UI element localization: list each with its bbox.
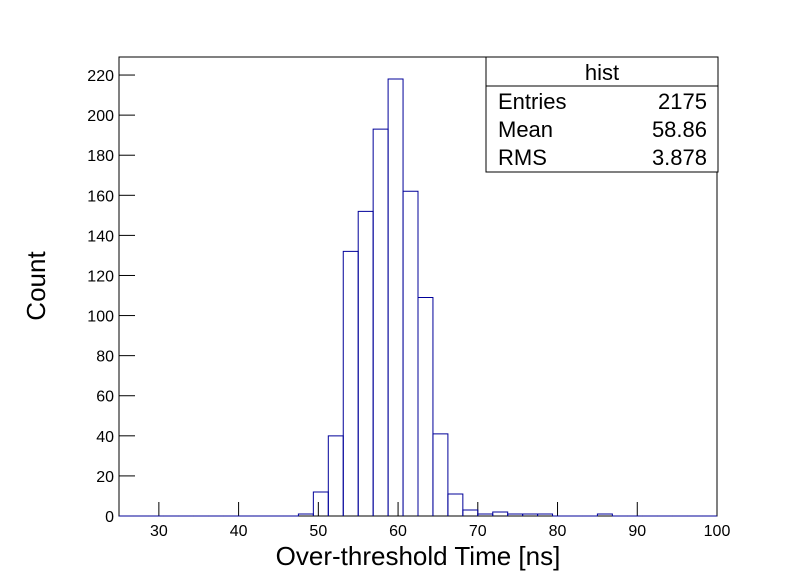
stats-value: 3.878 (652, 145, 707, 170)
stats-label: Entries (498, 89, 566, 114)
y-tick-label: 0 (105, 509, 114, 526)
y-tick-label: 200 (87, 108, 114, 125)
x-tick-label: 80 (549, 523, 567, 540)
x-tick-label: 90 (628, 523, 646, 540)
y-tick-label: 160 (87, 188, 114, 205)
histogram-bin (596, 513, 613, 516)
x-tick-label: 50 (309, 523, 327, 540)
stats-label: RMS (498, 145, 547, 170)
histogram-bin (462, 509, 479, 516)
y-tick-label: 120 (87, 268, 114, 285)
y-tick-label: 60 (96, 389, 114, 406)
x-tick-label: 40 (230, 523, 248, 540)
x-axis-title: Over-threshold Time [ns] (276, 541, 561, 571)
y-tick-label: 140 (87, 228, 114, 245)
y-tick-label: 220 (87, 68, 114, 85)
histogram-bin (537, 513, 554, 516)
y-tick-label: 40 (96, 429, 114, 446)
y-tick-label: 20 (96, 469, 114, 486)
x-tick-label: 60 (389, 523, 407, 540)
histogram-bin (417, 297, 434, 516)
y-tick-label: 80 (96, 349, 114, 366)
y-axis-title: Count (21, 251, 51, 321)
y-tick-label: 100 (87, 309, 114, 326)
x-tick-label: 30 (150, 523, 168, 540)
x-tick-label: 70 (469, 523, 487, 540)
stats-value: 2175 (658, 89, 707, 114)
histogram-bin (447, 493, 464, 516)
stats-label: Mean (498, 117, 553, 142)
stats-title: hist (585, 60, 619, 85)
histogram-bin (432, 433, 449, 516)
stats-value: 58.86 (652, 117, 707, 142)
stats-box (485, 56, 719, 173)
y-tick-label: 180 (87, 148, 114, 165)
x-tick-label: 100 (704, 523, 731, 540)
